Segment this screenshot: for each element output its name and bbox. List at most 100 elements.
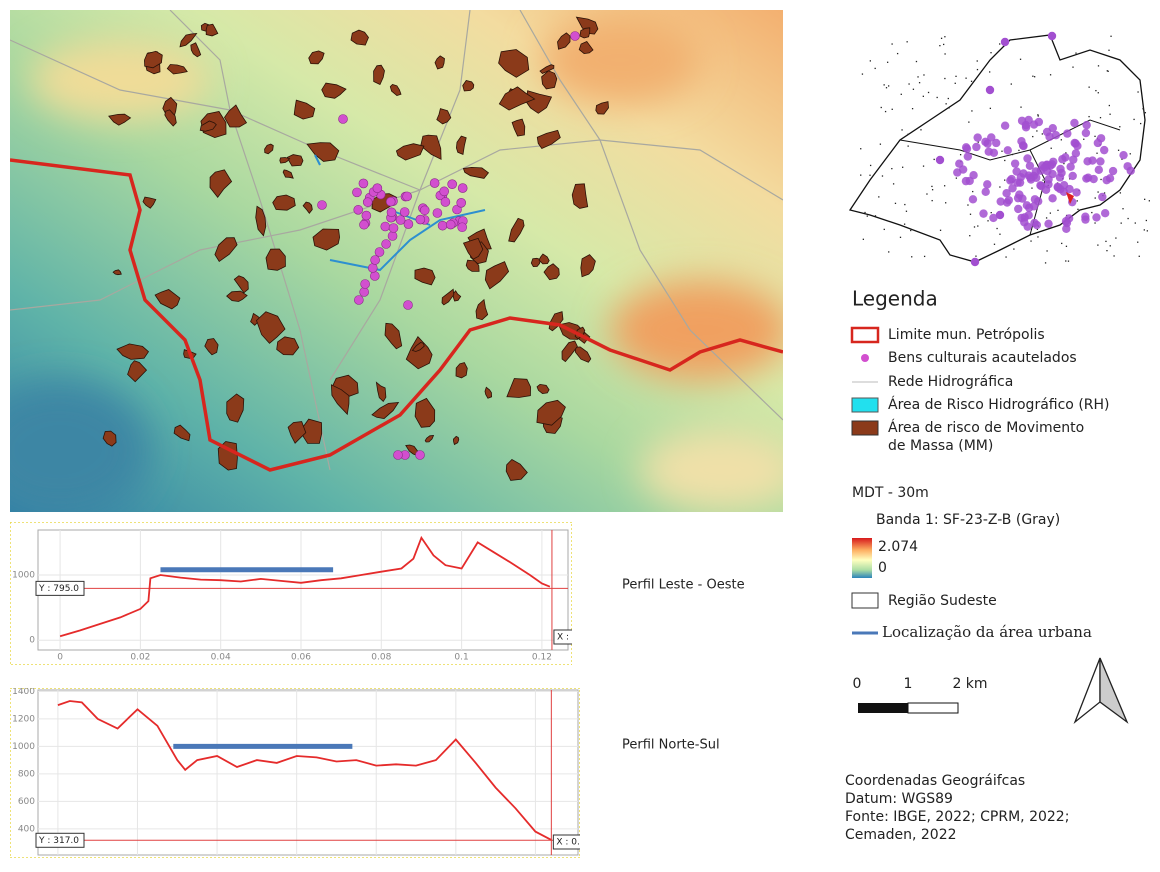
inset-speck [1042, 133, 1043, 134]
credits: Coordenadas Geográifcas Datum: WGS89 Fon… [845, 773, 1069, 843]
inset-speck [926, 193, 927, 194]
heritage-point [458, 184, 467, 193]
credit-line: Datum: WGS89 [845, 791, 953, 807]
inset-speck [971, 81, 972, 82]
inset-speck [875, 215, 876, 216]
inset-point [1042, 186, 1050, 194]
x-marker-label: X : 0.1225 [557, 633, 603, 643]
inset-point [981, 138, 989, 146]
x-tick-label: 0.08 [371, 653, 391, 663]
inset-speck [944, 36, 945, 37]
inset-speck [972, 191, 973, 192]
inset-speck [1005, 256, 1006, 257]
heritage-point [363, 198, 372, 207]
inset-speck [943, 44, 944, 45]
scale-bar: 0 1 2 km [853, 676, 988, 713]
legend-label: Área de risco de Movimento [888, 419, 1084, 436]
inset-speck [1046, 250, 1047, 251]
inset-point [1021, 213, 1029, 221]
inset-point [1127, 167, 1135, 175]
inset-point [979, 209, 987, 217]
inset-speck [939, 45, 940, 46]
inset-speck [1107, 70, 1108, 71]
heritage-point [396, 216, 405, 225]
inset-speck [891, 43, 892, 44]
inset-speck [907, 134, 908, 135]
inset-point [1001, 121, 1009, 129]
y-marker-label: Y : 317.0 [38, 836, 79, 846]
heritage-point [571, 32, 580, 41]
inset-point [1048, 32, 1056, 40]
inset-speck [895, 203, 896, 204]
inset-speck [1106, 250, 1107, 251]
inset-point [1025, 204, 1033, 212]
inset-speck [1120, 192, 1121, 193]
inset-speck [1032, 76, 1033, 77]
heritage-point [403, 192, 412, 201]
x-tick-label: 0.06 [287, 858, 307, 868]
inset-speck [1077, 209, 1078, 210]
inset-speck [1037, 236, 1038, 237]
inset-speck [967, 204, 968, 205]
inset-speck [875, 68, 876, 69]
inset-speck [891, 168, 892, 169]
inset-point [1063, 219, 1071, 227]
inset-speck [864, 212, 865, 213]
heritage-point [354, 296, 363, 305]
inset-speck [1034, 76, 1035, 77]
inset-speck [862, 73, 863, 74]
heritage-point [361, 280, 370, 289]
inset-speck [886, 87, 887, 88]
legend-label: de Massa (MM) [888, 438, 993, 454]
inset-speck [977, 69, 978, 70]
inset-point [983, 180, 991, 188]
inset-speck [968, 121, 969, 122]
inset-speck [881, 107, 882, 108]
inset-speck [882, 175, 883, 176]
inset-point [997, 197, 1005, 205]
inset-speck [977, 60, 978, 61]
inset-speck [999, 234, 1000, 235]
inset-point [1096, 157, 1104, 165]
inset-speck [945, 103, 946, 104]
inset-point [969, 195, 977, 203]
inset-speck [999, 186, 1000, 187]
inset-speck [1130, 153, 1131, 154]
inset-point [1032, 167, 1040, 175]
credit-line: Coordenadas Geográifcas [845, 773, 1025, 789]
inset-speck [944, 78, 945, 79]
inset-speck [945, 202, 946, 203]
legend-swatch [852, 421, 878, 435]
heritage-point [386, 197, 395, 206]
inset-speck [1032, 136, 1033, 137]
inset-speck [948, 107, 949, 108]
y-tick-label: 800 [18, 769, 35, 779]
inset-speck [1004, 179, 1005, 180]
heritage-point [400, 208, 409, 217]
inset-map [850, 32, 1150, 266]
legend-swatch [852, 328, 878, 342]
inset-speck [1137, 242, 1138, 243]
inset-speck [1068, 260, 1069, 261]
inset-point [971, 258, 979, 266]
inset-point [1052, 131, 1060, 139]
inset-speck [937, 97, 938, 98]
inset-speck [1145, 112, 1146, 113]
x-marker-label: X : 0.124 [556, 838, 597, 848]
heritage-point [375, 248, 384, 257]
inset-speck [990, 52, 991, 53]
inset-point [1102, 176, 1110, 184]
inset-speck [944, 185, 945, 186]
north-arrow [1075, 658, 1127, 722]
inset-speck [1127, 218, 1128, 219]
inset-speck [1100, 179, 1101, 180]
x-tick-label: 0.06 [291, 653, 311, 663]
inset-speck [1122, 208, 1123, 209]
inset-speck [888, 85, 889, 86]
inset-point [1070, 119, 1078, 127]
heritage-point [362, 211, 371, 220]
inset-point [1018, 117, 1026, 125]
inset-point [986, 86, 994, 94]
inset-point [972, 143, 980, 151]
inset-speck [948, 98, 949, 99]
